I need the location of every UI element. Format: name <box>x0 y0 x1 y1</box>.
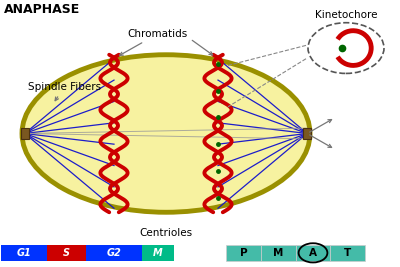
Bar <box>1 245 47 261</box>
Bar <box>142 245 174 261</box>
Text: T: T <box>344 248 352 258</box>
Text: Kinetochore: Kinetochore <box>315 10 377 20</box>
FancyBboxPatch shape <box>21 128 29 139</box>
Text: G1: G1 <box>16 248 31 258</box>
Bar <box>261 245 296 261</box>
Bar <box>47 245 86 261</box>
Bar <box>330 245 365 261</box>
Text: S: S <box>63 248 70 258</box>
Bar <box>226 245 261 261</box>
Text: ANAPHASE: ANAPHASE <box>4 3 80 16</box>
Text: Spindle Fibers: Spindle Fibers <box>28 82 101 101</box>
Text: A: A <box>309 248 317 258</box>
Text: Centrioles: Centrioles <box>140 228 192 238</box>
Text: M: M <box>273 248 283 258</box>
Text: G2: G2 <box>107 248 121 258</box>
Ellipse shape <box>22 55 310 212</box>
Bar <box>86 245 142 261</box>
Bar <box>296 245 330 261</box>
Text: Chromatids: Chromatids <box>120 29 188 55</box>
Text: P: P <box>240 248 247 258</box>
Text: M: M <box>153 248 163 258</box>
Circle shape <box>308 23 384 73</box>
FancyBboxPatch shape <box>303 128 311 139</box>
